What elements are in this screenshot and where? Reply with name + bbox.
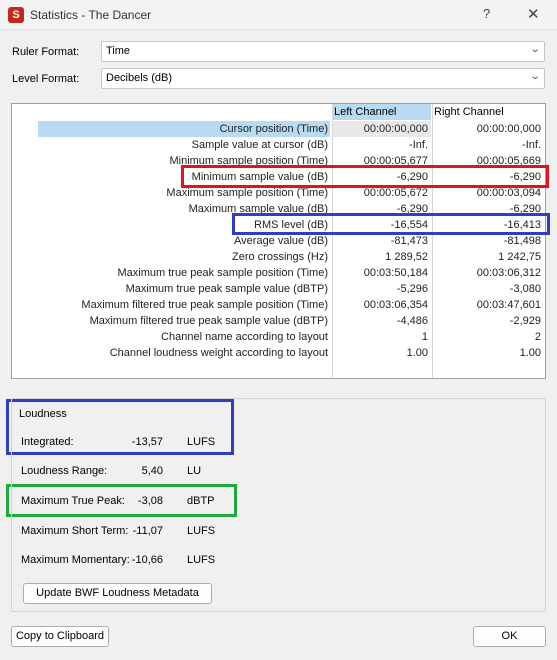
table-cell-right: 1.00 xyxy=(519,347,541,359)
table-row-label: Channel name according to layout xyxy=(161,331,328,343)
table-row-label: Maximum filtered true peak sample value … xyxy=(89,315,328,327)
highlight-box-blue xyxy=(232,213,550,235)
level-format-label: Level Format: xyxy=(12,73,80,85)
table-cell-right: 00:00:00,000 xyxy=(476,123,541,135)
table-cell-left: -6,290 xyxy=(396,171,428,183)
window-title: Statistics - The Dancer xyxy=(30,8,152,22)
table-cell-left: 1.00 xyxy=(406,347,428,359)
table-row-label: Cursor position (Time) xyxy=(38,121,330,137)
column-divider xyxy=(332,104,333,378)
chevron-down-icon: ⌄ xyxy=(529,44,541,55)
max-short-term-unit: LUFS xyxy=(187,525,216,537)
table-cell-right: 00:03:06,312 xyxy=(476,267,541,279)
table-row-label: Maximum sample position (Time) xyxy=(166,187,328,199)
table-cell-left: 00:03:50,184 xyxy=(363,267,428,279)
table-cell-right: 00:03:47,601 xyxy=(476,299,541,311)
table-cell-right: -6,290 xyxy=(509,171,541,183)
table-cell-right: 00:00:03,094 xyxy=(476,187,541,199)
column-header-left[interactable]: Left Channel xyxy=(333,104,431,120)
max-short-term-value: -11,07 xyxy=(132,525,163,537)
table-cell-right: -3,080 xyxy=(509,283,541,295)
copy-to-clipboard-button[interactable]: Copy to Clipboard xyxy=(11,626,109,647)
table-row-label: Minimum sample value (dB) xyxy=(191,171,328,183)
title-bar: S Statistics - The Dancer ? ✕ xyxy=(0,0,557,30)
table-row-label: Maximum sample value (dB) xyxy=(188,203,328,215)
chevron-down-icon: ⌄ xyxy=(529,71,541,82)
max-true-peak-value: -3,08 xyxy=(137,495,163,507)
table-row-label: Zero crossings (Hz) xyxy=(232,251,328,263)
integrated-unit: LUFS xyxy=(187,436,216,448)
column-divider xyxy=(432,104,433,378)
table-cell-left: 1 xyxy=(421,331,428,343)
loudness-group xyxy=(11,398,546,612)
table-cell-right: 2 xyxy=(534,331,541,343)
update-bwf-button[interactable]: Update BWF Loudness Metadata xyxy=(23,583,212,604)
max-momentary-label: Maximum Momentary: xyxy=(21,554,130,566)
table-cell-left: -Inf. xyxy=(409,139,428,151)
close-icon[interactable]: ✕ xyxy=(527,6,540,23)
table-cell-right: -6,290 xyxy=(509,203,541,215)
level-format-select[interactable]: Decibels (dB) ⌄ xyxy=(101,68,545,89)
ruler-format-select[interactable]: Time ⌄ xyxy=(101,41,545,62)
max-true-peak-unit: dBTP xyxy=(187,495,215,507)
table-cell-left: -4,486 xyxy=(396,315,428,327)
table-cell-right: 1 242,75 xyxy=(498,251,541,263)
loudness-range-unit: LU xyxy=(187,465,202,477)
loudness-range-value: 5,40 xyxy=(141,465,163,477)
table-cell-left: 00:03:06,354 xyxy=(363,299,428,311)
column-header-right[interactable]: Right Channel xyxy=(434,106,504,118)
app-icon: S xyxy=(8,7,24,23)
ruler-format-label: Ruler Format: xyxy=(12,46,80,58)
integrated-value: -13,57 xyxy=(131,436,163,448)
table-cell-right: 00:00:05,669 xyxy=(476,155,541,167)
highlight-box-blue xyxy=(6,399,234,455)
max-momentary-unit: LUFS xyxy=(187,554,216,566)
table-cell-left: -81,473 xyxy=(390,235,428,247)
table-row-label: Channel loudness weight according to lay… xyxy=(109,347,328,359)
help-icon[interactable]: ? xyxy=(483,6,491,21)
table-row-label: Sample value at cursor (dB) xyxy=(191,139,328,151)
table-cell-left: -6,290 xyxy=(396,203,428,215)
highlight-box-green xyxy=(6,484,237,517)
max-momentary-value: -10,66 xyxy=(131,554,163,566)
table-row-label: Maximum filtered true peak sample positi… xyxy=(81,299,328,311)
table-row-label: Maximum true peak sample position (Time) xyxy=(117,267,329,279)
table-cell-left: -5,296 xyxy=(396,283,428,295)
integrated-label: Integrated: xyxy=(21,436,74,448)
table-row-label: Maximum true peak sample value (dBTP) xyxy=(125,283,328,295)
table-cell-left: 00:00:00,000 xyxy=(333,121,431,137)
table-cell-left: -16,554 xyxy=(390,219,428,231)
max-short-term-label: Maximum Short Term: xyxy=(21,525,129,537)
highlight-box-red xyxy=(181,165,549,188)
loudness-title: Loudness xyxy=(19,408,67,420)
table-cell-right: -81,498 xyxy=(503,235,541,247)
table-row-label: RMS level (dB) xyxy=(254,219,328,231)
statistics-table[interactable]: Left Channel Right Channel Cursor positi… xyxy=(11,103,546,379)
table-cell-right: -16,413 xyxy=(503,219,541,231)
max-true-peak-label: Maximum True Peak: xyxy=(21,495,125,507)
ruler-format-value: Time xyxy=(106,45,131,57)
table-row-label: Average value (dB) xyxy=(234,235,328,247)
table-cell-left: 00:00:05,677 xyxy=(363,155,428,167)
ok-button[interactable]: OK xyxy=(473,626,546,647)
loudness-range-label: Loudness Range: xyxy=(21,465,108,477)
level-format-value: Decibels (dB) xyxy=(106,72,173,84)
table-cell-left: 00:00:05,672 xyxy=(363,187,428,199)
table-row-label: Minimum sample position (Time) xyxy=(169,155,328,167)
table-cell-right: -2,929 xyxy=(509,315,541,327)
table-cell-left: 1 289,52 xyxy=(385,251,428,263)
table-cell-right: -Inf. xyxy=(522,139,541,151)
